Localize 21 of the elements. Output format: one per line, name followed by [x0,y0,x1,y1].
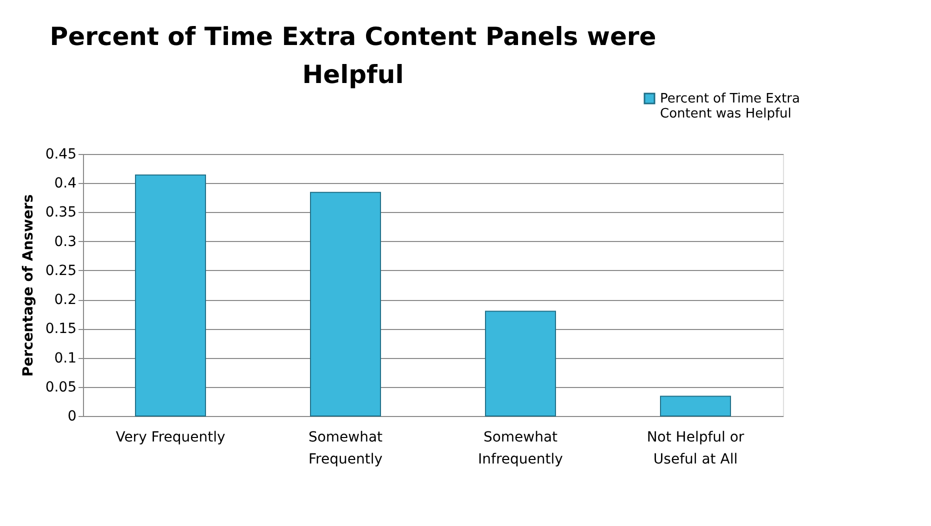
y-tick-label: 0.15 [45,321,76,338]
bar [310,192,381,416]
y-tick-label: 0.4 [54,176,77,192]
x-tick-label: Not Helpful or Useful at All [646,430,744,468]
y-tick-label: 0.2 [54,292,76,308]
y-tick-label: 0.3 [54,234,76,250]
bar [485,310,556,416]
legend-label: Percent of Time Extra Content was Helpful [660,92,800,122]
y-tick-label: 0.35 [45,204,76,221]
y-axis-title: Percentage of Answers [20,194,36,377]
x-tick-label: Somewhat Frequently [308,430,384,468]
y-tick-label: 0.05 [45,379,76,396]
y-tick-label: 0.45 [45,146,76,162]
x-tick-label: Somewhat Infrequently [478,430,563,468]
y-tick-label: 0 [68,408,76,424]
y-tick-label: 0.1 [54,350,76,366]
y-tick-label: 0.25 [45,262,76,279]
bar [135,174,206,416]
x-tick-label: Very Frequently [116,430,226,446]
chart-title: Percent of Time Extra Content Panels were Helpful [50,22,656,89]
bar [660,396,731,416]
